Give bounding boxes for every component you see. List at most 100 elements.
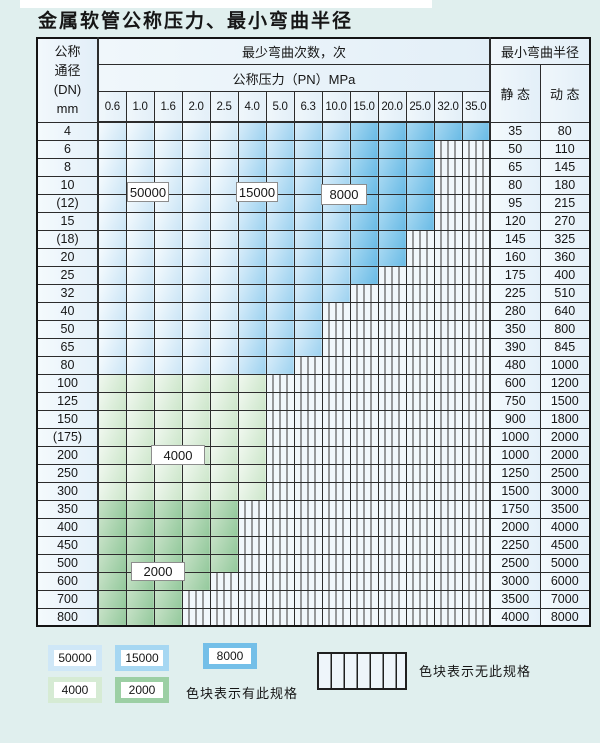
legend-swatch-4000: 4000 (48, 677, 102, 703)
static-radius-value: 3000 (489, 571, 541, 591)
spec-cell-15000 (265, 229, 295, 249)
spec-cell-8000 (349, 229, 379, 249)
no-spec-cell (405, 391, 435, 411)
spec-cell-50000 (153, 139, 183, 159)
no-spec-cell (265, 607, 295, 627)
dn-value: (175) (36, 427, 99, 447)
spec-cell-50000 (97, 355, 127, 375)
no-spec-cell (433, 283, 463, 303)
legend-swatch-15000: 15000 (115, 645, 169, 671)
dn-header-line: 通径 (54, 63, 81, 79)
no-spec-cell (293, 607, 323, 627)
no-spec-cell (349, 499, 379, 519)
spec-cell-2000 (153, 607, 183, 627)
spec-cell-15000 (293, 193, 323, 213)
no-spec-cell (293, 589, 323, 609)
spec-cell-2000 (153, 499, 183, 519)
no-spec-cell (321, 481, 351, 501)
spec-cell-50000 (209, 319, 239, 339)
no-spec-cell (461, 229, 491, 249)
legend-swatch-2000: 2000 (115, 677, 169, 703)
no-spec-cell (349, 301, 379, 321)
spec-cell-4000 (181, 373, 211, 393)
no-spec-cell (377, 409, 407, 429)
spec-cell-50000 (97, 319, 127, 339)
dynamic-radius-value: 6000 (539, 571, 591, 591)
no-spec-cell (321, 607, 351, 627)
spec-cell-2000 (209, 517, 239, 537)
spec-cell-2000 (125, 607, 155, 627)
spec-cell-50000 (125, 229, 155, 249)
table-row-dn-350: 350 1750 3500 (36, 499, 591, 519)
spec-cell-4000 (181, 463, 211, 483)
no-spec-cell (405, 607, 435, 627)
no-spec-cell (405, 409, 435, 429)
spec-cell-8000 (377, 211, 407, 231)
spec-cell-50000 (125, 319, 155, 339)
no-spec-cell (349, 553, 379, 573)
static-radius-value: 280 (489, 301, 541, 321)
no-spec-cell (433, 409, 463, 429)
dynamic-radius-value: 80 (539, 121, 591, 141)
spec-cell-8000 (405, 139, 435, 159)
dn-header-line: 公称 (54, 44, 81, 60)
static-radius-value: 50 (489, 139, 541, 159)
table-row-dn-65: 65 390 845 (36, 337, 591, 357)
pressure-col-header-35.0: 35.0 (461, 91, 491, 123)
no-spec-cell (265, 427, 295, 447)
spec-cell-50000 (153, 301, 183, 321)
no-spec-cell (461, 553, 491, 573)
no-spec-cell (433, 355, 463, 375)
table-row-dn-175: (175) 1000 2000 (36, 427, 591, 447)
spec-cell-15000 (293, 265, 323, 285)
static-radius-value: 65 (489, 157, 541, 177)
pressure-col-header-1.6: 1.6 (153, 91, 183, 123)
static-radius-value: 350 (489, 319, 541, 339)
spec-cell-2000 (181, 535, 211, 555)
spec-cell-15000 (265, 139, 295, 159)
spec-cell-50000 (125, 157, 155, 177)
spec-cell-4000 (153, 463, 183, 483)
spec-cell-15000 (293, 157, 323, 177)
no-spec-cell (293, 355, 323, 375)
table-row-dn-200: 200 1000 2000 (36, 445, 591, 465)
spec-cell-15000 (321, 247, 351, 267)
dn-value: 15 (36, 211, 99, 231)
spec-cell-4000 (97, 427, 127, 447)
no-spec-cell (237, 571, 267, 591)
pressure-col-header-10.0: 10.0 (321, 91, 351, 123)
no-spec-cell (461, 319, 491, 339)
spec-cell-2000 (181, 553, 211, 573)
table-row-dn-20: 20 160 360 (36, 247, 591, 267)
pressure-col-header-5.0: 5.0 (265, 91, 295, 123)
spec-cell-4000 (237, 463, 267, 483)
spec-cell-8000 (349, 211, 379, 231)
no-spec-cell (321, 355, 351, 375)
no-spec-cell (321, 445, 351, 465)
no-spec-cell (265, 373, 295, 393)
no-spec-cell (461, 571, 491, 591)
table-row-dn-80: 80 480 1000 (36, 355, 591, 375)
table-row-dn-800: 800 4000 8000 (36, 607, 591, 627)
spec-cell-15000 (237, 355, 267, 375)
dn-column-header: 公称 通径 (DN) mm (36, 37, 99, 123)
spec-cell-50000 (209, 157, 239, 177)
dynamic-radius-value: 1000 (539, 355, 591, 375)
spec-cell-4000 (153, 373, 183, 393)
spec-cell-50000 (97, 157, 127, 177)
no-spec-cell (181, 589, 211, 609)
spec-cell-8000 (377, 247, 407, 267)
no-spec-cell (349, 427, 379, 447)
no-spec-cell (433, 535, 463, 555)
spec-cell-4000 (97, 409, 127, 429)
spec-cell-2000 (153, 589, 183, 609)
spec-cell-15000 (321, 157, 351, 177)
spec-cell-4000 (153, 481, 183, 501)
no-spec-cell (433, 463, 463, 483)
no-spec-cell (433, 229, 463, 249)
no-spec-cell (293, 391, 323, 411)
spec-cell-8000 (349, 265, 379, 285)
dynamic-radius-value: 400 (539, 265, 591, 285)
spec-cell-50000 (181, 337, 211, 357)
